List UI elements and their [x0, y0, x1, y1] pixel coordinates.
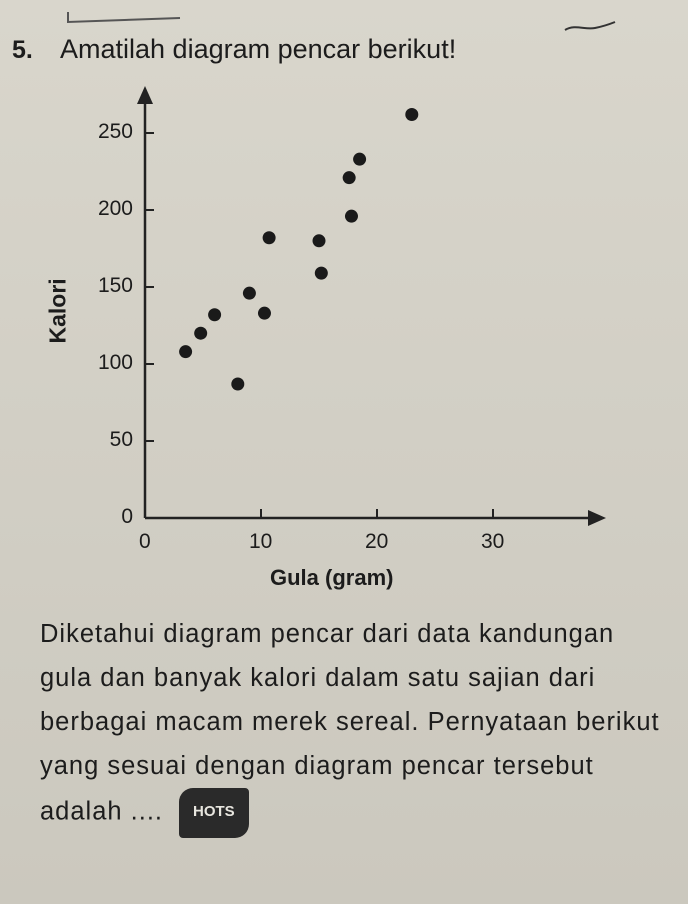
y-tick-label: 250 [97, 120, 133, 143]
data-point [314, 266, 328, 280]
x-axis-arrow [588, 510, 606, 526]
question-text: Diketahui diagram pencar dari data kandu… [40, 620, 660, 826]
data-point [242, 286, 256, 300]
y-tick-label: 50 [109, 428, 133, 451]
hots-badge: HOTS [179, 788, 249, 838]
x-axis-title: Gula (gram) [270, 565, 394, 590]
data-point [353, 152, 367, 166]
top-scribble-decoration [67, 12, 616, 31]
question-number: 5. [12, 36, 33, 64]
y-axis-title: Kalori [44, 278, 71, 344]
y-tick-label: 0 [121, 505, 133, 528]
x-tick-label: 30 [481, 530, 505, 553]
question-title: Amatilah diagram pencar berikut! [60, 34, 457, 64]
x-tick-label: 0 [139, 530, 151, 553]
y-tick-label: 150 [97, 274, 133, 297]
data-point [231, 377, 245, 391]
y-axis-arrow [137, 86, 153, 104]
x-tick-label: 10 [249, 530, 273, 553]
chart-axes [137, 86, 606, 526]
x-tick-label: 20 [365, 530, 389, 553]
data-point [208, 308, 222, 322]
data-point [257, 306, 271, 320]
data-point [179, 345, 193, 359]
question-paragraph: Diketahui diagram pencar dari data kandu… [40, 612, 660, 838]
data-point [312, 234, 326, 248]
data-point [405, 108, 419, 122]
y-tick-label: 100 [97, 351, 133, 374]
data-point [262, 231, 276, 245]
chart-points [179, 108, 419, 391]
scatter-chart [137, 86, 606, 526]
y-tick-label: 200 [97, 197, 133, 220]
data-point [194, 326, 208, 340]
data-point [344, 209, 358, 223]
data-point [342, 171, 356, 185]
